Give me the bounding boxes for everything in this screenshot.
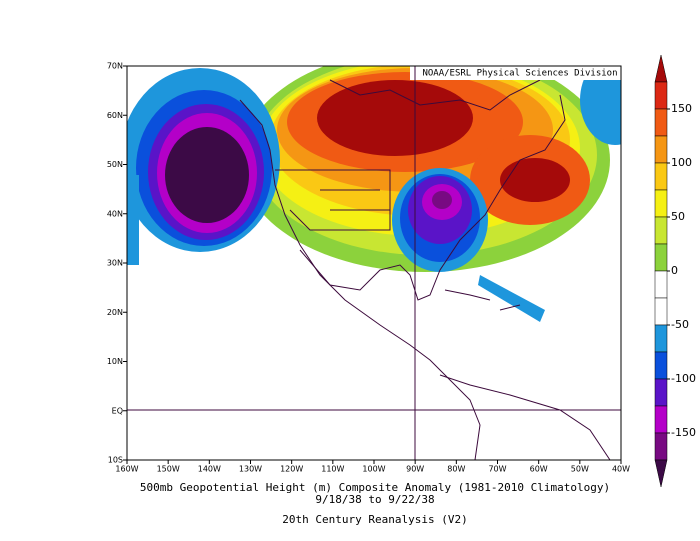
lat-label: 60N [107,111,123,120]
lat-label: 30N [107,259,123,268]
lat-label: 40N [107,209,123,218]
colorbar-cell [654,216,668,245]
colorbar-cell [654,135,668,164]
colorbar-cell [654,108,668,137]
lat-label: 70N [107,62,123,71]
colorbar-cell [654,324,668,353]
lon-label: 70W [488,465,506,474]
lon-label: 130W [239,465,262,474]
colorbar-cell [654,243,668,272]
lon-label: 60W [530,465,548,474]
colorbar-cell [654,378,668,407]
colorbar-label: -50 [671,318,689,331]
lat-label: 50N [107,160,123,169]
colorbar-cell [654,351,668,380]
lon-label: 160W [115,465,138,474]
lat-label: EQ [112,406,123,415]
colorbar-cell [654,297,668,326]
credit: NOAA/ESRL Physical Sciences Division [422,69,617,79]
lon-label: 100W [362,465,385,474]
lon-label: 140W [198,465,221,474]
colorbar-label: 50 [671,210,685,223]
colorbar-label: -150 [671,426,696,439]
lon-label: 90W [406,465,424,474]
lat-label: 20N [107,308,123,317]
lon-label: 50W [571,465,589,474]
dates: 9/18/38 to 9/22/38 [315,493,434,506]
colorbar-cell [654,189,668,218]
colorbar-label: 100 [671,156,692,169]
lon-label: 120W [280,465,303,474]
anomaly-field [127,66,621,460]
colorbar-cell [654,270,668,299]
source: 20th Century Reanalysis (V2) [282,513,467,526]
colorbar-label: -100 [671,372,696,385]
colorbar-cell [654,459,668,488]
lat-label: 10N [107,357,123,366]
ticks: 160W 150W 140W 130W 120W 110W 100W 90W 80W 70W 60W… [107,62,630,474]
lon-label: 40W [612,465,630,474]
lon-label: 80W [447,465,465,474]
lon-label: 110W [321,465,344,474]
colorbar-label: 150 [671,102,692,115]
colorbar-cell [654,405,668,434]
lon-label: 150W [157,465,180,474]
colorbar: 150 100 50 0 -50 -100 -150 [654,54,696,488]
colorbar-cell [654,54,668,83]
colorbar-cell [654,162,668,191]
colorbar-label: 0 [671,264,678,277]
colorbar-cell [654,81,668,110]
colorbar-cell [654,432,668,461]
lat-label: 10S [108,456,123,465]
title: 500mb Geopotential Height (m) Composite … [140,481,610,494]
